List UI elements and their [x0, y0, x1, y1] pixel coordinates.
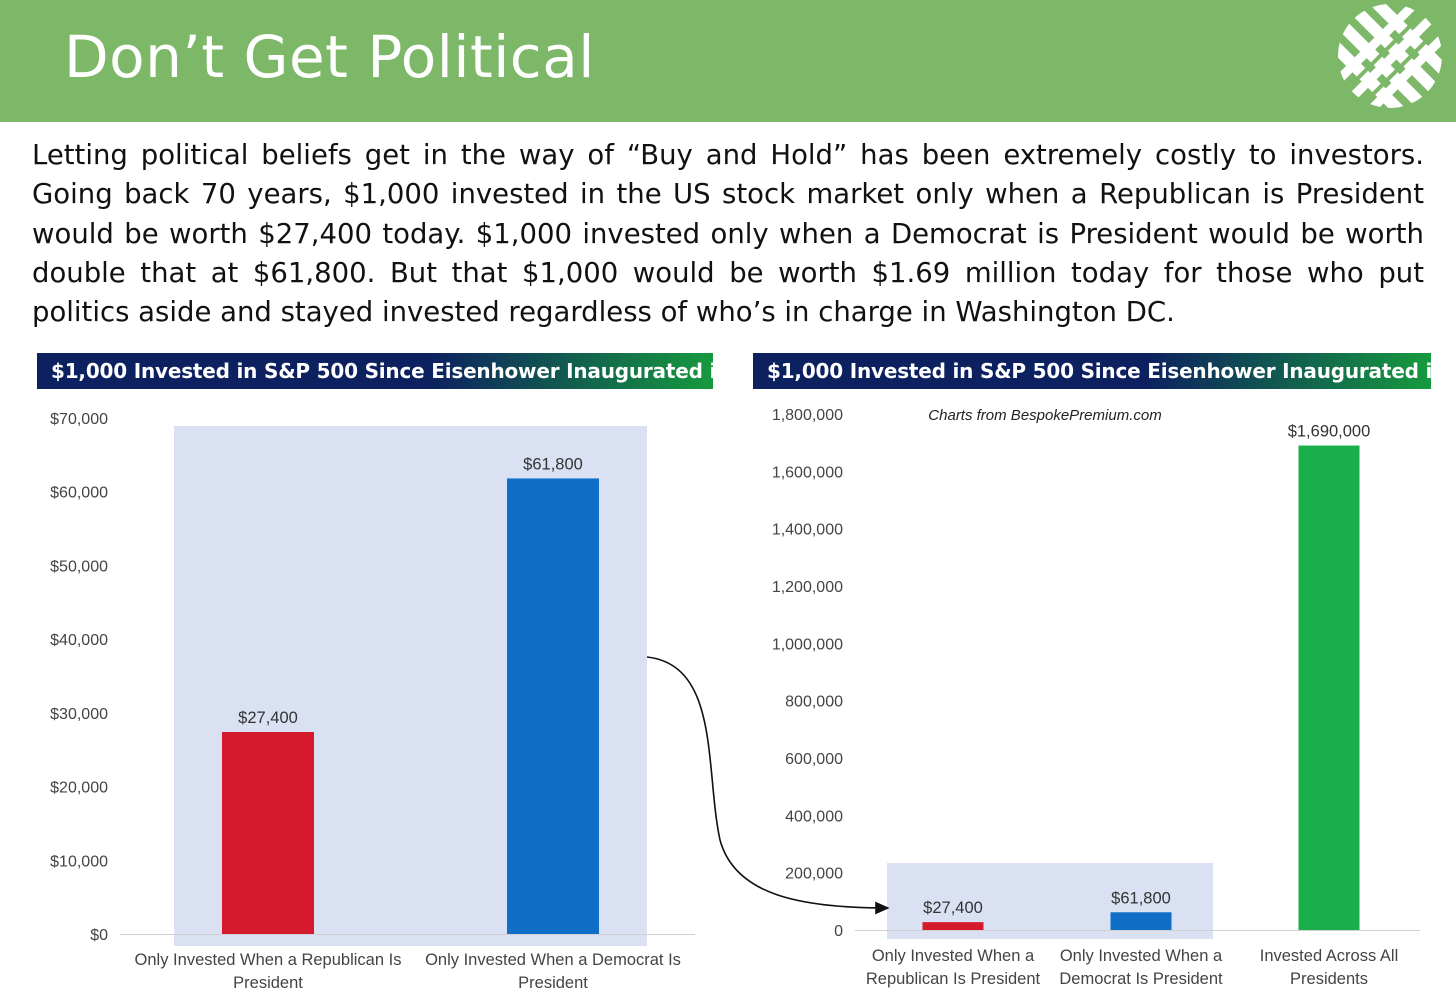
- chart2-data-label: $61,800: [1111, 889, 1171, 907]
- chart1-category-label: President: [518, 974, 588, 992]
- chart1-y-tick-label: $20,000: [50, 780, 108, 797]
- chart1-bar: [222, 732, 314, 934]
- chart2-category-label: Invested Across All: [1260, 947, 1399, 965]
- chart2-y-tick-label: 600,000: [785, 751, 843, 768]
- chart2-plot: 0 200,000 400,000 600,000 800,000 1,000,000 1,…: [772, 407, 1420, 988]
- connector-arrow: [646, 656, 890, 915]
- chart2-category-label: Only Invested When a: [1060, 947, 1223, 965]
- chart2-category-label: Presidents: [1290, 970, 1368, 988]
- chart1-data-label: $27,400: [238, 709, 298, 727]
- header-bar: Don’t Get Political: [0, 0, 1456, 122]
- chart2-y-tick-label: 1,200,000: [772, 579, 843, 596]
- chart2-category-label: Republican Is President: [866, 970, 1041, 988]
- chart2-y-tick-label: 200,000: [785, 866, 843, 883]
- chart1-category-label: Only Invested When a Democrat Is: [425, 951, 681, 969]
- chart2-y-tick-label: 1,000,000: [772, 636, 843, 653]
- chart2-bar: [1110, 912, 1172, 930]
- chart1-y-tick-label: $60,000: [50, 485, 108, 502]
- chart1-bar: [507, 478, 599, 934]
- chart1-plot: $0 $10,000 $20,000 $30,000 $40,000 $50,000 $60…: [50, 411, 695, 992]
- chart2-y-tick-label: 0: [834, 923, 843, 940]
- page-title: Don’t Get Political: [64, 23, 595, 91]
- chart2-bar: [922, 922, 984, 930]
- chart1-y-tick-label: $50,000: [50, 558, 108, 575]
- chart1-y-tick-label: $0: [90, 927, 108, 944]
- chart2-bar: [1298, 445, 1360, 930]
- chart2-y-tick-label: 1,800,000: [772, 407, 843, 424]
- chart1-y-tick-label: $70,000: [50, 411, 108, 428]
- chart2-category-label: Only Invested When a: [872, 947, 1035, 965]
- chart1-y-tick-label: $40,000: [50, 632, 108, 649]
- bespoke-logo-icon: [1338, 4, 1442, 108]
- chart1-data-label: $61,800: [523, 455, 583, 473]
- chart1-y-tick-label: $10,000: [50, 853, 108, 870]
- chart1-category-label: President: [233, 974, 303, 992]
- chart1-title: $1,000 Invested in S&P 500 Since Eisenho…: [37, 353, 792, 389]
- chart1-y-tick-label: $30,000: [50, 706, 108, 723]
- chart2-y-tick-label: 800,000: [785, 694, 843, 711]
- chart2-category-label: Democrat Is President: [1059, 970, 1223, 988]
- intro-paragraph: Letting political beliefs get in the way…: [32, 139, 1424, 329]
- chart2-y-tick-label: 400,000: [785, 808, 843, 825]
- chart2-y-tick-label: 1,400,000: [772, 522, 843, 539]
- chart1-category-label: Only Invested When a Republican Is: [135, 951, 402, 969]
- chart2-data-label: $1,690,000: [1288, 423, 1371, 441]
- chart2-y-tick-label: 1,600,000: [772, 464, 843, 481]
- chart2-data-label: $27,400: [923, 899, 983, 917]
- chart2-title: $1,000 Invested in S&P 500 Since Eisenho…: [753, 353, 1456, 389]
- chart-source-annotation: Charts from BespokePremium.com: [928, 407, 1161, 424]
